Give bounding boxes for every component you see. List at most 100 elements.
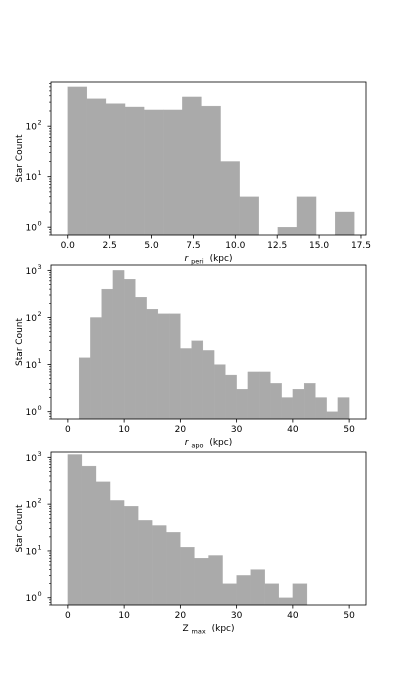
histogram-bar (258, 371, 271, 420)
histogram-bar (335, 211, 355, 236)
xlabel-unit: (kpc) (209, 438, 232, 448)
histogram-bar (90, 317, 102, 420)
xlabel-subscript: peri (191, 258, 204, 266)
y-tick-label: 10 (26, 408, 38, 418)
histogram-bar (67, 454, 83, 606)
histogram-bar (191, 340, 204, 420)
x-tick-label: 40 (287, 611, 299, 621)
y-tick-label: 10 (26, 314, 38, 324)
histogram-bar (315, 397, 327, 420)
histogram-bar (105, 103, 126, 236)
y-tick-label: 10 (26, 361, 38, 371)
histogram-bar (250, 569, 265, 606)
histogram-bar (220, 161, 240, 236)
x-tick-label: 40 (287, 425, 299, 435)
y-tick-label: 10 (26, 224, 38, 234)
xlabel-rapo: r apo (kpc) (185, 438, 232, 451)
xlabel-symbol: Z (183, 624, 189, 634)
y-tick-label: 10 (26, 267, 38, 277)
histogram-bar (281, 397, 294, 420)
histogram-bar (101, 288, 114, 420)
bars-rperi (67, 86, 355, 236)
histogram-bar (112, 270, 125, 420)
histogram-bar (67, 86, 88, 236)
x-tick-label: 5.0 (144, 241, 159, 251)
histogram-bar (86, 98, 107, 236)
histogram-bar (213, 364, 226, 420)
ylabel-zmax: Star Count (15, 504, 25, 553)
y-tick-exponent: 1 (38, 357, 42, 365)
histogram-bar (180, 547, 195, 606)
xlabel-unit: (kpc) (210, 254, 233, 264)
x-tick-label: 30 (231, 611, 243, 621)
histogram-bar (138, 520, 153, 606)
y-tick-exponent: 1 (38, 169, 42, 177)
x-tick-label: 50 (343, 425, 355, 435)
x-tick-label: 0 (65, 611, 71, 621)
x-tick-label: 20 (175, 425, 187, 435)
y-tick-exponent: 2 (38, 119, 42, 127)
xlabel-zmax: Z max (kpc) (183, 624, 235, 637)
y-tick-exponent: 1 (38, 543, 42, 551)
y-tick-label: 10 (26, 501, 38, 511)
histogram-bar (166, 532, 181, 606)
histogram-bar (277, 227, 298, 236)
x-tick-label: 0 (65, 425, 71, 435)
histogram-bar (236, 389, 249, 420)
y-tick-exponent: 2 (38, 497, 42, 505)
xlabel-rperi: r peri (kpc) (185, 254, 233, 267)
x-tick-label: 10 (118, 611, 130, 621)
histogram-bar (95, 481, 111, 606)
histogram-bar (326, 411, 339, 420)
histogram-bar (157, 313, 170, 420)
histogram-bar (152, 525, 167, 606)
histogram-bar (168, 313, 181, 420)
bars-rapo (78, 270, 350, 420)
x-tick-label: 10 (118, 425, 130, 435)
y-tick-exponent: 3 (38, 450, 42, 458)
y-tick-label: 10 (26, 547, 38, 557)
x-tick-label: 15.0 (309, 241, 329, 251)
histogram-bar (135, 297, 147, 420)
y-tick-label: 10 (26, 123, 38, 133)
histogram-bar (201, 105, 221, 236)
histogram-bar (222, 583, 237, 606)
histogram-bar (296, 196, 317, 236)
y-tick-exponent: 0 (38, 404, 42, 412)
xlabel-symbol: r (185, 254, 190, 264)
histogram-bar (124, 106, 145, 236)
x-tick-label: 30 (231, 425, 243, 435)
y-tick-label: 10 (26, 454, 38, 464)
y-tick-exponent: 0 (38, 590, 42, 598)
x-tick-label: 7.5 (186, 241, 200, 251)
x-tick-label: 20 (175, 611, 187, 621)
histogram-bar (144, 109, 164, 236)
histogram-bar (278, 597, 294, 606)
histogram-bar (202, 350, 215, 420)
histogram-bar (270, 383, 282, 420)
histogram-bar (194, 558, 209, 606)
histogram-bar (303, 383, 316, 420)
histogram-bar (182, 96, 202, 236)
histogram-bar (109, 500, 125, 606)
xlabel-subscript: max (192, 628, 206, 636)
histogram-bar (163, 109, 183, 236)
y-tick-label: 10 (26, 594, 38, 604)
histogram-bar (292, 389, 305, 420)
histogram-bar (81, 465, 97, 606)
histogram-bar (337, 397, 350, 420)
ylabel-rperi: Star Count (15, 134, 25, 183)
histogram-bar (146, 309, 159, 420)
ylabel-rapo: Star Count (15, 318, 25, 367)
x-tick-label: 12.5 (267, 241, 287, 251)
histogram-bar (180, 348, 192, 420)
bars-zmax (67, 454, 308, 606)
histogram-bar (236, 575, 251, 606)
xlabel-unit: (kpc) (212, 624, 235, 634)
